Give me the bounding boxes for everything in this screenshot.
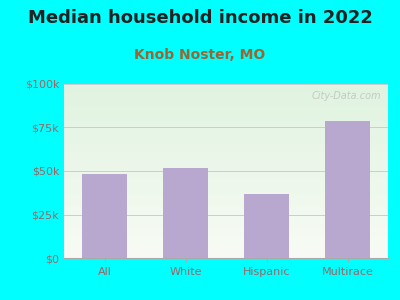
Bar	[163, 167, 208, 258]
Bar	[244, 194, 289, 258]
Text: Knob Noster, MO: Knob Noster, MO	[134, 48, 266, 62]
Bar	[325, 121, 370, 258]
Text: City-Data.com: City-Data.com	[312, 91, 382, 101]
Bar	[82, 175, 127, 258]
Text: Median household income in 2022: Median household income in 2022	[28, 9, 372, 27]
